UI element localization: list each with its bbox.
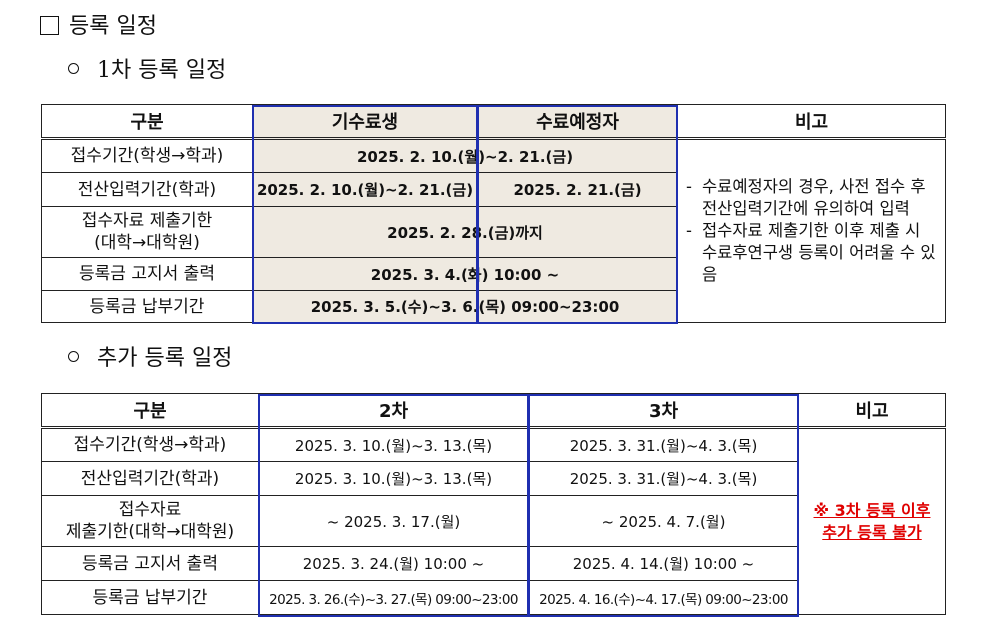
circle-bullet-icon [68, 63, 79, 74]
checkbox-square-icon [40, 16, 59, 35]
remark-item: - 접수자료 제출기한 이후 제출 시 수료후연구생 등록이 어려울 수 있음 [686, 221, 936, 284]
header-expected-graduates: 수료예정자 [477, 104, 678, 140]
row-label-submission-deadline: 접수자료 제출기한(대학→대학원) [41, 495, 259, 547]
round3-submission-deadline: ~ 2025. 4. 7.(월) [528, 495, 799, 547]
application-period-value: 2025. 2. 10.(월)~2. 21.(금) [252, 138, 678, 173]
round3-application-period: 2025. 3. 31.(월)~4. 3.(목) [528, 427, 799, 462]
header-category: 구분 [41, 104, 253, 140]
row-label-submission-deadline: 접수자료 제출기한 (대학→대학원) [41, 206, 253, 258]
header-category: 구분 [41, 393, 259, 429]
section-title: 등록 일정 [40, 8, 157, 40]
round3-tuition-payment-period: 2025. 4. 16.(수)~4. 17.(목) 09:00~23:00 [528, 580, 799, 615]
first-round-schedule-table: 구분 기수료생 수료예정자 비고 접수기간(학생→학과) 2025. 2. 10… [41, 104, 946, 323]
subsection-title-additional: 추가 등록 일정 [68, 340, 232, 372]
no-more-registration-note: ※ 3차 등록 이후 [813, 500, 931, 520]
no-more-registration-note: 추가 등록 불가 [822, 522, 922, 542]
row-label-tuition-bill-print: 등록금 고지서 출력 [41, 546, 259, 581]
remark-item: - 수료예정자의 경우, 사전 접수 후 전산입력기간에 유의하여 입력 [686, 177, 926, 218]
round2-data-entry-period: 2025. 3. 10.(월)~3. 13.(목) [258, 461, 529, 496]
round3-data-entry-period: 2025. 3. 31.(월)~4. 3.(목) [528, 461, 799, 496]
tuition-bill-print-value: 2025. 3. 4.(화) 10:00 ~ [252, 257, 678, 291]
row-label-tuition-bill-print: 등록금 고지서 출력 [41, 257, 253, 291]
data-entry-completed-value: 2025. 2. 10.(월)~2. 21.(금) [252, 172, 478, 207]
header-remarks: 비고 [677, 104, 946, 140]
subsection-title-first-round: 1차 등록 일정 [68, 52, 226, 84]
header-round-2: 2차 [258, 393, 529, 429]
row-label-application-period: 접수기간(학생→학과) [41, 427, 259, 462]
row-label-tuition-payment-period: 등록금 납부기간 [41, 580, 259, 615]
additional-schedule-table: 구분 2차 3차 비고 접수기간(학생→학과) 2025. 3. 10.(월)~… [41, 393, 946, 615]
header-completed-students: 기수료생 [252, 104, 478, 140]
data-entry-expected-value: 2025. 2. 21.(금) [477, 172, 678, 207]
remarks-cell: ※ 3차 등록 이후 추가 등록 불가 [798, 427, 946, 615]
round2-tuition-payment-period: 2025. 3. 26.(수)~3. 27.(목) 09:00~23:00 [258, 580, 529, 615]
tuition-payment-period-value: 2025. 3. 5.(수)~3. 6.(목) 09:00~23:00 [252, 290, 678, 323]
submission-deadline-value: 2025. 2. 28.(금)까지 [252, 206, 678, 258]
round2-application-period: 2025. 3. 10.(월)~3. 13.(목) [258, 427, 529, 462]
round2-submission-deadline: ~ 2025. 3. 17.(월) [258, 495, 529, 547]
round2-tuition-bill-print: 2025. 3. 24.(월) 10:00 ~ [258, 546, 529, 581]
row-label-data-entry-period: 전산입력기간(학과) [41, 461, 259, 496]
circle-bullet-icon [68, 351, 79, 362]
header-round-3: 3차 [528, 393, 799, 429]
header-remarks: 비고 [798, 393, 946, 429]
row-label-tuition-payment-period: 등록금 납부기간 [41, 290, 253, 323]
remarks-cell: - 수료예정자의 경우, 사전 접수 후 전산입력기간에 유의하여 입력 - 접수자… [677, 138, 946, 323]
round3-tuition-bill-print: 2025. 4. 14.(월) 10:00 ~ [528, 546, 799, 581]
row-label-application-period: 접수기간(학생→학과) [41, 138, 253, 173]
row-label-data-entry-period: 전산입력기간(학과) [41, 172, 253, 207]
